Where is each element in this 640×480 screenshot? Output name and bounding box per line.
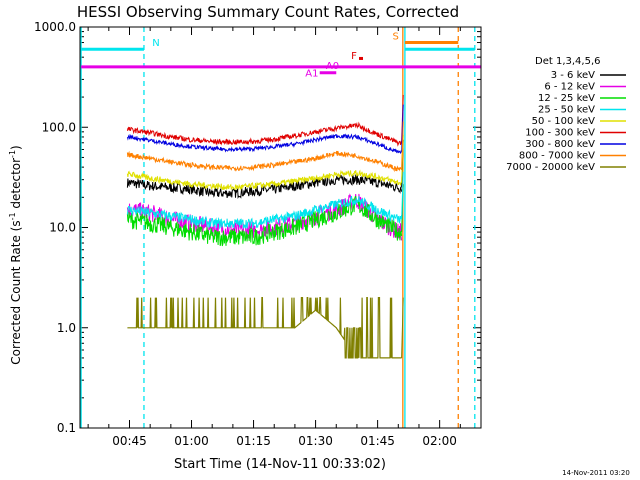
- x-tick-label: 01:45: [360, 434, 395, 448]
- legend-label-5: 50 - 100 keV: [532, 116, 596, 127]
- flag-label-f: F: [351, 51, 357, 62]
- y-axis-label-exp2: -1: [8, 150, 17, 158]
- y-tick-label: 10.0: [49, 221, 76, 235]
- series-line-8: [126, 150, 403, 173]
- series-spike-4: [401, 171, 404, 220]
- legend-label-6: 100 - 300 keV: [525, 128, 595, 139]
- series-line-6: [126, 121, 403, 147]
- series-spike-7: [401, 104, 404, 153]
- legend-label-7: 300 - 800 keV: [525, 139, 595, 150]
- y-tick-label: 1000.0: [34, 20, 76, 34]
- x-axis-label: Start Time (14-Nov-11 00:33:02): [174, 457, 386, 472]
- series-line-5: [126, 169, 403, 191]
- plot-layer: 0.1 1.0 10.0 100.0 1000.0 00:45 01:00 01:15 01:3…: [34, 20, 482, 448]
- legend-label-3: 12 - 25 keV: [538, 93, 595, 104]
- series-line-3: [126, 195, 403, 247]
- flag-label-a0: A0: [326, 61, 339, 72]
- flag-label-s: S: [393, 32, 399, 43]
- flag-mark-f: [359, 56, 364, 60]
- x-tick-label: 01:15: [236, 434, 271, 448]
- y-axis-label-exp1: -1: [8, 212, 17, 220]
- flag-label-a1: A1: [305, 69, 318, 80]
- x-tick-label: 01:30: [298, 434, 333, 448]
- legend-label-1: 3 - 6 keV: [551, 70, 595, 81]
- y-axis-label-part2: detector: [9, 158, 23, 213]
- series-line-7: [126, 133, 402, 155]
- flag-label-n: N: [152, 38, 159, 49]
- y-tick-label: 1.0: [57, 321, 76, 335]
- y-tick-label: 0.1: [57, 421, 76, 435]
- y-axis-label: Corrected Count Rate (s-1 detector-1): [8, 145, 23, 364]
- series-line-4: [126, 195, 403, 230]
- legend-label-9: 7000 - 20000 keV: [506, 162, 595, 173]
- x-tick-label: 02:00: [422, 434, 457, 448]
- y-axis-label-part1: Corrected Count Rate (s: [9, 220, 23, 364]
- footer-timestamp: 14-Nov-2011 03:20: [562, 469, 630, 477]
- x-tick-label: 00:45: [112, 434, 147, 448]
- legend-label-8: 800 - 7000 keV: [519, 151, 595, 162]
- series-spike-8: [401, 121, 404, 170]
- series-spike-9: [401, 297, 404, 358]
- plot-frame: [79, 26, 482, 429]
- legend-label-4: 25 - 50 keV: [538, 105, 595, 116]
- legend-title: Det 1,3,4,5,6: [535, 56, 600, 67]
- chart-title: HESSI Observing Summary Count Rates, Cor…: [77, 3, 459, 21]
- y-tick-label: 100.0: [42, 120, 76, 134]
- x-tick-label: 01:00: [174, 434, 209, 448]
- y-axis-label-part3: ): [9, 145, 23, 150]
- series-line-9: [127, 297, 402, 359]
- legend-label-2: 6 - 12 keV: [544, 82, 595, 93]
